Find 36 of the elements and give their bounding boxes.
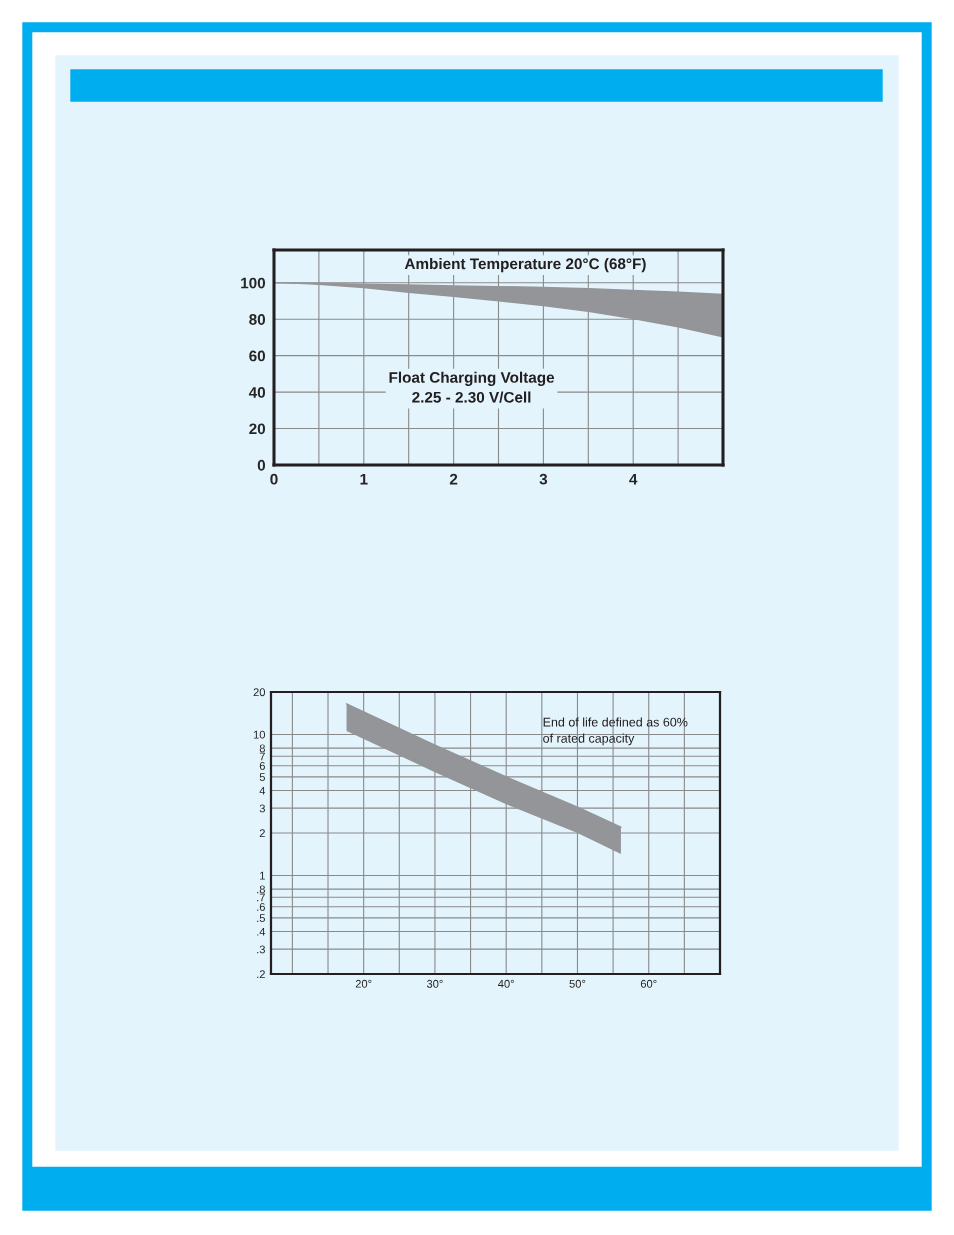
y-tick-label: 8: [259, 744, 265, 753]
y-tick-label: .2: [257, 970, 265, 979]
y-tick-label: .8: [257, 885, 265, 894]
y-tick-label: 0: [257, 459, 266, 471]
x-tick-label: 4: [629, 473, 638, 485]
x-tick-label: 0: [270, 473, 278, 485]
y-tick-label: 60: [249, 350, 266, 362]
y-tick-label: 100: [241, 277, 266, 289]
y-tick-label: 80: [249, 314, 266, 325]
y-tick-label: 5: [259, 773, 265, 782]
x-tick-label: 2: [449, 473, 458, 485]
x-tick-label: 3: [539, 473, 548, 485]
y-tick-label: 20: [253, 688, 266, 697]
y-tick-label: 10: [253, 730, 266, 739]
y-tick-label: 20: [249, 423, 266, 435]
x-tick-label: 50°: [569, 979, 586, 988]
y-tick-label: .3: [257, 945, 265, 954]
x-tick-label: 1: [360, 473, 368, 485]
y-tick-label: 1: [260, 871, 265, 880]
x-tick-label: 40°: [498, 979, 514, 988]
x-tick-label: 60°: [640, 979, 657, 988]
y-tick-label: 6: [259, 761, 265, 770]
y-tick-label: 7: [259, 752, 265, 761]
y-tick-label: .5: [257, 914, 265, 923]
x-tick-label: 20°: [355, 979, 372, 988]
x-tick-label: 30°: [426, 979, 443, 988]
y-tick-label: 4: [259, 786, 266, 795]
annotation: Float Charging Voltage 2.25 - 2.30 V/Cell: [389, 371, 555, 403]
annotation: End of life defined as 60% of rated capacity: [543, 717, 688, 746]
y-tick-label: .4: [257, 927, 266, 936]
y-tick-label: .7: [257, 893, 265, 902]
y-tick-label: 3: [259, 804, 265, 813]
y-tick-label: 40: [248, 386, 266, 398]
annotation: Ambient Temperature 20°C (68°F): [404, 257, 646, 273]
y-tick-label: .6: [257, 902, 265, 911]
y-tick-label: 2: [259, 829, 265, 838]
